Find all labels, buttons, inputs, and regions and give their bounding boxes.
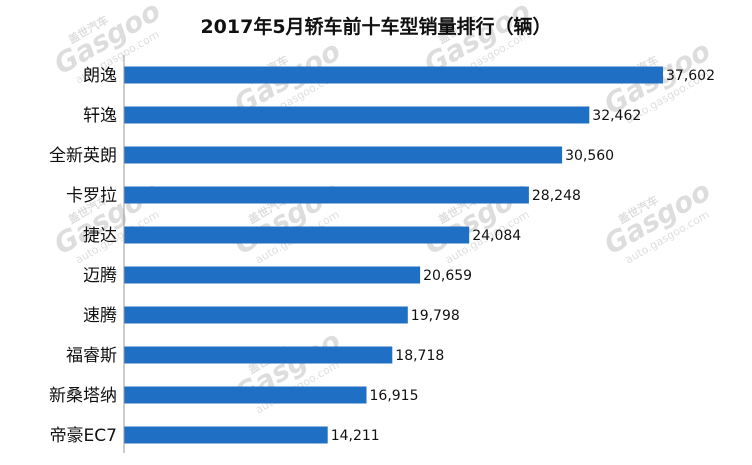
bar [124, 306, 408, 324]
bar [124, 146, 563, 164]
value-label: 20,659 [423, 268, 472, 284]
chart-title: 2017年5月轿车前十车型销量排行（辆） [200, 16, 552, 38]
value-label: 16,915 [370, 388, 419, 404]
value-label: 30,560 [565, 148, 614, 164]
category-label: 福睿斯 [66, 346, 117, 366]
bar [124, 106, 590, 124]
bar [124, 346, 393, 364]
bar [124, 226, 470, 244]
category-label: 帝豪EC7 [50, 425, 117, 446]
bar [124, 426, 328, 444]
category-label: 迈腾 [83, 266, 117, 286]
category-label: 朗逸 [83, 66, 117, 86]
value-label: 19,798 [411, 308, 460, 324]
bar [124, 386, 367, 404]
category-label: 速腾 [83, 306, 117, 326]
bar [124, 266, 421, 284]
category-label: 新桑塔纳 [49, 386, 117, 406]
value-label: 37,602 [666, 68, 715, 84]
value-label: 32,462 [592, 108, 641, 124]
category-label: 捷达 [83, 226, 117, 246]
value-label: 14,211 [331, 428, 380, 444]
bar [124, 66, 663, 84]
value-label: 24,084 [472, 228, 521, 244]
category-label: 全新英朗 [49, 146, 117, 166]
bar [124, 186, 529, 204]
value-label: 28,248 [532, 188, 581, 204]
category-label: 卡罗拉 [66, 186, 117, 206]
category-label: 轩逸 [83, 106, 117, 126]
bar-layer: 朗逸 37,602 轩逸 32,462 全新英朗 30,560 卡罗拉 28,248 捷达 24,… [49, 66, 715, 446]
value-label: 18,718 [395, 348, 444, 364]
